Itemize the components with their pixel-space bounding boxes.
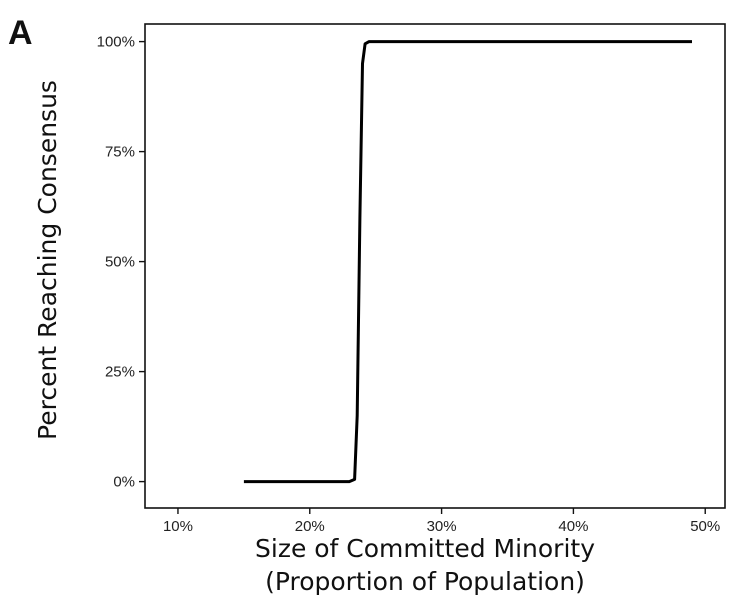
y-tick-label: 75% — [105, 144, 135, 161]
y-tick-label: 0% — [113, 474, 135, 491]
x-tick-label: 20% — [295, 518, 325, 535]
panel-label: A — [8, 14, 33, 52]
x-axis-subtitle: (Proportion of Population) — [265, 567, 585, 596]
y-tick-label: 50% — [105, 254, 135, 271]
x-tick-label: 10% — [163, 518, 193, 535]
plot-area — [243, 40, 692, 484]
plot-frame — [144, 23, 726, 509]
x-tick-label: 30% — [427, 518, 457, 535]
y-axis: 0% 25% 50% 75% 100% — [97, 34, 145, 491]
x-tick-label: 50% — [690, 518, 720, 535]
y-tick-label: 25% — [105, 364, 135, 381]
x-axis-title: Size of Committed Minority — [255, 534, 595, 563]
x-axis: 10% 20% 30% 40% 50% — [163, 508, 720, 535]
consensus-line — [243, 40, 692, 484]
y-axis-title: Percent Reaching Consensus — [33, 80, 62, 440]
y-tick-label: 100% — [97, 34, 135, 51]
x-tick-label: 40% — [558, 518, 588, 535]
